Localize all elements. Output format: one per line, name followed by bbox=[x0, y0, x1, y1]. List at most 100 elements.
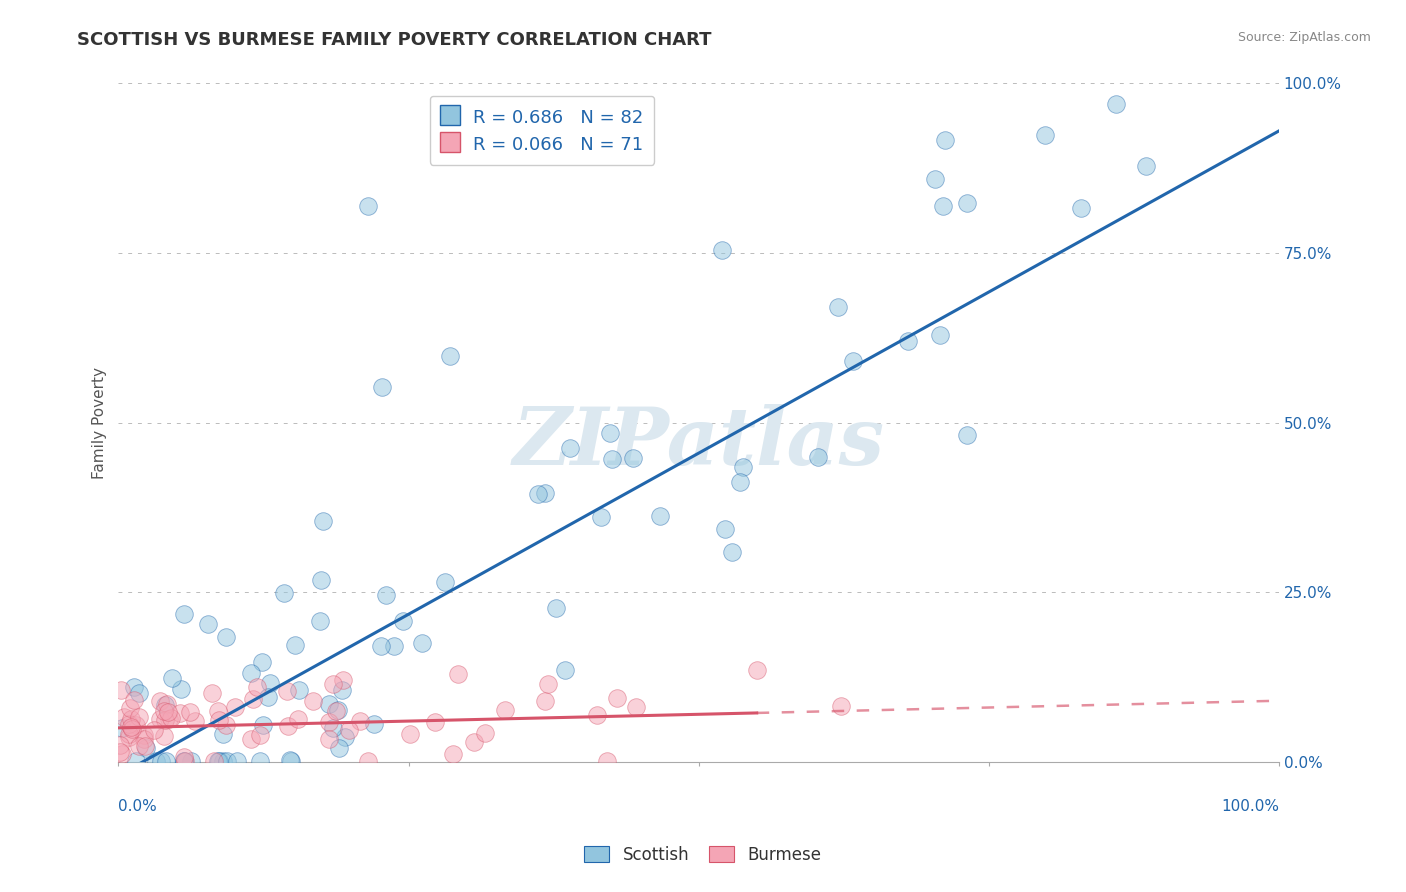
Point bbox=[159, 711, 181, 725]
Point bbox=[134, 739, 156, 754]
Point bbox=[544, 601, 567, 615]
Point bbox=[463, 734, 485, 748]
Point bbox=[842, 354, 865, 368]
Point bbox=[558, 441, 581, 455]
Point bbox=[173, 607, 195, 622]
Point bbox=[728, 475, 751, 490]
Point bbox=[309, 573, 332, 587]
Text: ZIPatlas: ZIPatlas bbox=[513, 404, 884, 482]
Point bbox=[153, 713, 176, 727]
Text: 0.0%: 0.0% bbox=[118, 799, 157, 814]
Point bbox=[956, 196, 979, 211]
Point bbox=[596, 754, 619, 768]
Point bbox=[170, 681, 193, 696]
Point bbox=[326, 703, 349, 717]
Point bbox=[745, 663, 768, 677]
Point bbox=[132, 728, 155, 742]
Point bbox=[318, 697, 340, 711]
Legend: Scottish, Burmese: Scottish, Burmese bbox=[578, 839, 828, 871]
Point bbox=[212, 754, 235, 768]
Point bbox=[328, 741, 350, 756]
Point bbox=[201, 686, 224, 700]
Point bbox=[447, 666, 470, 681]
Point bbox=[142, 723, 165, 738]
Point bbox=[302, 694, 325, 708]
Point bbox=[648, 509, 671, 524]
Point bbox=[120, 720, 142, 734]
Point bbox=[155, 754, 177, 768]
Point bbox=[600, 452, 623, 467]
Point bbox=[150, 754, 173, 768]
Point bbox=[337, 723, 360, 738]
Point bbox=[156, 705, 179, 719]
Point bbox=[108, 738, 131, 752]
Point bbox=[934, 133, 956, 147]
Point bbox=[208, 754, 231, 768]
Point bbox=[204, 754, 226, 768]
Point bbox=[197, 616, 219, 631]
Point bbox=[287, 712, 309, 726]
Point bbox=[179, 705, 201, 719]
Y-axis label: Family Poverty: Family Poverty bbox=[93, 367, 107, 479]
Point bbox=[160, 671, 183, 685]
Point bbox=[554, 663, 576, 677]
Point bbox=[211, 726, 233, 740]
Point bbox=[1135, 159, 1157, 173]
Point bbox=[896, 334, 918, 349]
Point bbox=[169, 706, 191, 721]
Point bbox=[375, 588, 398, 602]
Point bbox=[259, 676, 281, 690]
Point bbox=[434, 575, 457, 590]
Point bbox=[280, 753, 302, 767]
Point bbox=[357, 198, 380, 212]
Point bbox=[250, 655, 273, 669]
Point bbox=[128, 739, 150, 753]
Point bbox=[332, 673, 354, 688]
Point bbox=[215, 630, 238, 644]
Point bbox=[207, 754, 229, 768]
Text: 100.0%: 100.0% bbox=[1220, 799, 1279, 814]
Point bbox=[280, 754, 302, 768]
Point bbox=[830, 699, 852, 714]
Point bbox=[288, 683, 311, 698]
Point bbox=[257, 690, 280, 704]
Point bbox=[125, 754, 148, 768]
Point bbox=[956, 427, 979, 442]
Point bbox=[399, 726, 422, 740]
Point bbox=[591, 509, 613, 524]
Point bbox=[149, 713, 172, 727]
Point bbox=[318, 715, 340, 730]
Point bbox=[215, 717, 238, 731]
Point bbox=[391, 614, 413, 628]
Point bbox=[325, 705, 347, 719]
Point bbox=[731, 459, 754, 474]
Point bbox=[924, 172, 946, 186]
Point bbox=[145, 754, 167, 768]
Point bbox=[537, 677, 560, 691]
Point bbox=[273, 586, 295, 600]
Point bbox=[149, 694, 172, 708]
Point bbox=[128, 686, 150, 700]
Point bbox=[153, 704, 176, 718]
Point bbox=[246, 680, 269, 694]
Point bbox=[534, 485, 557, 500]
Point bbox=[217, 754, 239, 768]
Point bbox=[224, 700, 246, 714]
Point bbox=[276, 683, 298, 698]
Point bbox=[239, 666, 262, 681]
Point bbox=[284, 638, 307, 652]
Point bbox=[128, 710, 150, 724]
Point bbox=[626, 699, 648, 714]
Point bbox=[118, 701, 141, 715]
Point bbox=[371, 380, 394, 394]
Point bbox=[370, 639, 392, 653]
Point bbox=[120, 712, 142, 726]
Point bbox=[494, 703, 516, 717]
Point bbox=[382, 640, 405, 654]
Point bbox=[439, 349, 461, 363]
Point bbox=[249, 728, 271, 742]
Point bbox=[1105, 96, 1128, 111]
Point bbox=[423, 714, 446, 729]
Point bbox=[156, 698, 179, 712]
Point bbox=[363, 717, 385, 731]
